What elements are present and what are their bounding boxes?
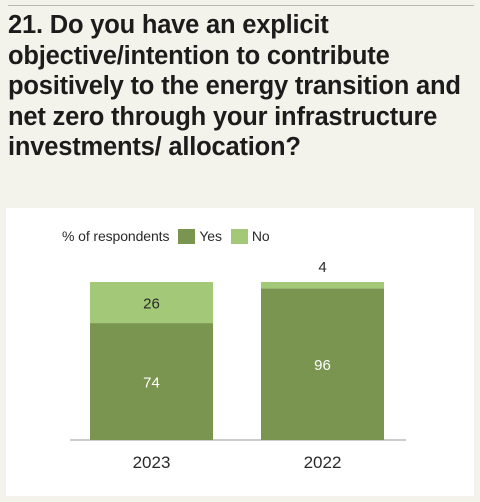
bar-no-2022 <box>261 282 384 289</box>
question-title: 21. Do you have an explicit objective/in… <box>8 11 461 161</box>
chart-panel: % of respondents Yes No 74 26 2023 96 4 2022 <box>6 208 474 496</box>
legend-swatch-yes <box>178 228 196 244</box>
legend-title: % of respondents <box>62 228 170 244</box>
data-label-no-2023: 26 <box>143 296 160 313</box>
data-label-no-2022: 4 <box>318 259 326 276</box>
legend-item-no: No <box>230 228 270 244</box>
x-tick-label-2023: 2023 <box>133 453 171 472</box>
bar-yes-2023 <box>90 323 213 440</box>
legend-item-yes: Yes <box>178 228 222 244</box>
legend-swatch-no <box>230 228 248 244</box>
stacked-bar-chart: 74 26 2023 96 4 2022 <box>70 259 406 472</box>
legend-label-yes: Yes <box>199 228 222 244</box>
data-label-yes-2023: 74 <box>143 375 160 392</box>
x-tick-label-2022: 2022 <box>304 453 342 472</box>
chart-legend: % of respondents Yes No <box>62 228 270 244</box>
legend-label-no: No <box>251 228 270 244</box>
top-rule <box>8 5 474 6</box>
data-label-yes-2022: 96 <box>314 357 331 374</box>
bar-yes-2022 <box>261 288 384 440</box>
bar-no-2023 <box>90 282 213 324</box>
